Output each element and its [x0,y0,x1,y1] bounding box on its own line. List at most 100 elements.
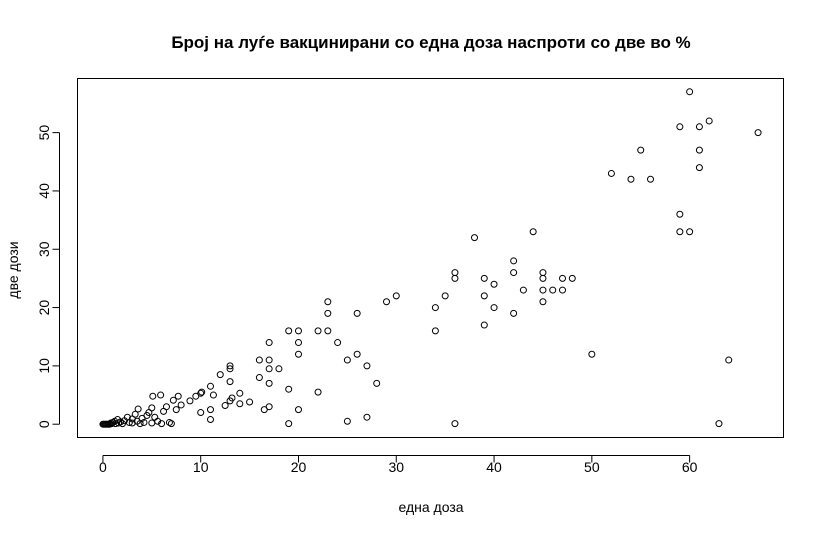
x-axis-label: една доза [398,499,463,515]
data-point [294,327,302,335]
data-point [265,403,273,411]
data-point [627,175,635,183]
y-tick-label: 10 [36,358,52,374]
x-axis: 0 10 20 30 40 50 60 [99,455,698,475]
data-point [128,419,136,427]
data-point [607,169,615,177]
y-axis-label: две дози [5,241,21,298]
y-tick-label: 0 [36,420,52,428]
data-point [177,401,185,409]
data-point [149,392,157,400]
data-point [451,420,459,428]
chart-title: Број на луѓе вакцинирани со една доза на… [171,33,690,52]
data-point [334,339,342,347]
y-tick-label: 20 [36,300,52,316]
data-point [539,269,547,277]
data-point [226,365,234,373]
data-point [148,404,156,412]
data-point [725,356,733,364]
data-point [209,391,217,399]
y-tick-label: 30 [36,241,52,257]
data-point [490,304,498,312]
data-point [131,410,139,418]
data-point [392,292,400,300]
data-point [154,417,162,425]
data-point [275,365,283,373]
data-point [228,394,236,402]
data-point [451,274,459,282]
data-point [490,280,498,288]
data-point [265,379,273,387]
data-point [285,420,293,428]
data-point [353,350,361,358]
x-tick-label: 0 [99,459,107,475]
data-point [686,228,694,236]
data-point [559,286,567,294]
data-point [383,298,390,306]
data-point [172,406,180,414]
data-point [294,339,302,347]
data-point [451,269,459,277]
data-point [285,327,293,335]
data-point [314,388,322,396]
data-point [539,298,547,306]
data-point [236,400,244,408]
data-point [431,327,439,335]
data-point [676,123,684,131]
x-tick-label: 40 [486,459,502,475]
data-point [549,286,557,294]
data-point [568,274,576,282]
data-point [754,129,762,137]
data-point [715,420,723,428]
plot-area [77,78,784,438]
data-point [431,304,439,312]
data-point [363,362,371,370]
x-tick-label: 30 [388,459,404,475]
data-point [637,146,645,154]
data-point [529,228,537,236]
data-point [510,309,518,317]
data-point [265,365,273,373]
data-point [647,175,655,183]
data-point [265,339,273,347]
data-point [705,117,713,125]
data-point [588,350,596,358]
data-point [167,420,175,428]
data-point [197,409,205,417]
y-axis: 0 10 20 30 40 50 [36,125,60,428]
data-point [148,419,156,427]
data-point [198,388,206,396]
data-point [140,418,148,426]
data-point [255,374,263,382]
data-point [157,391,165,399]
y-tick-label: 40 [36,183,52,199]
data-point [480,274,488,282]
data-point [441,292,449,300]
data-point [226,378,234,386]
data-point [539,274,547,282]
data-point [206,406,214,414]
data-point [265,356,273,364]
data-point [112,420,120,428]
data-point [510,257,518,265]
data-point [480,292,488,300]
y-tick-label: 50 [36,125,52,141]
data-point [343,417,351,425]
data-point [174,392,182,400]
data-point [294,350,302,358]
data-point [363,413,371,421]
data-point [158,420,166,428]
x-tick-label: 20 [291,459,307,475]
data-point [686,88,694,96]
data-points [99,88,762,428]
data-point [294,406,302,414]
data-point [151,413,159,421]
data-point [134,405,142,413]
data-point [324,327,332,335]
data-point [353,309,361,317]
data-point [373,379,381,387]
data-point [539,286,547,294]
data-point [480,321,488,329]
data-point [221,402,229,410]
